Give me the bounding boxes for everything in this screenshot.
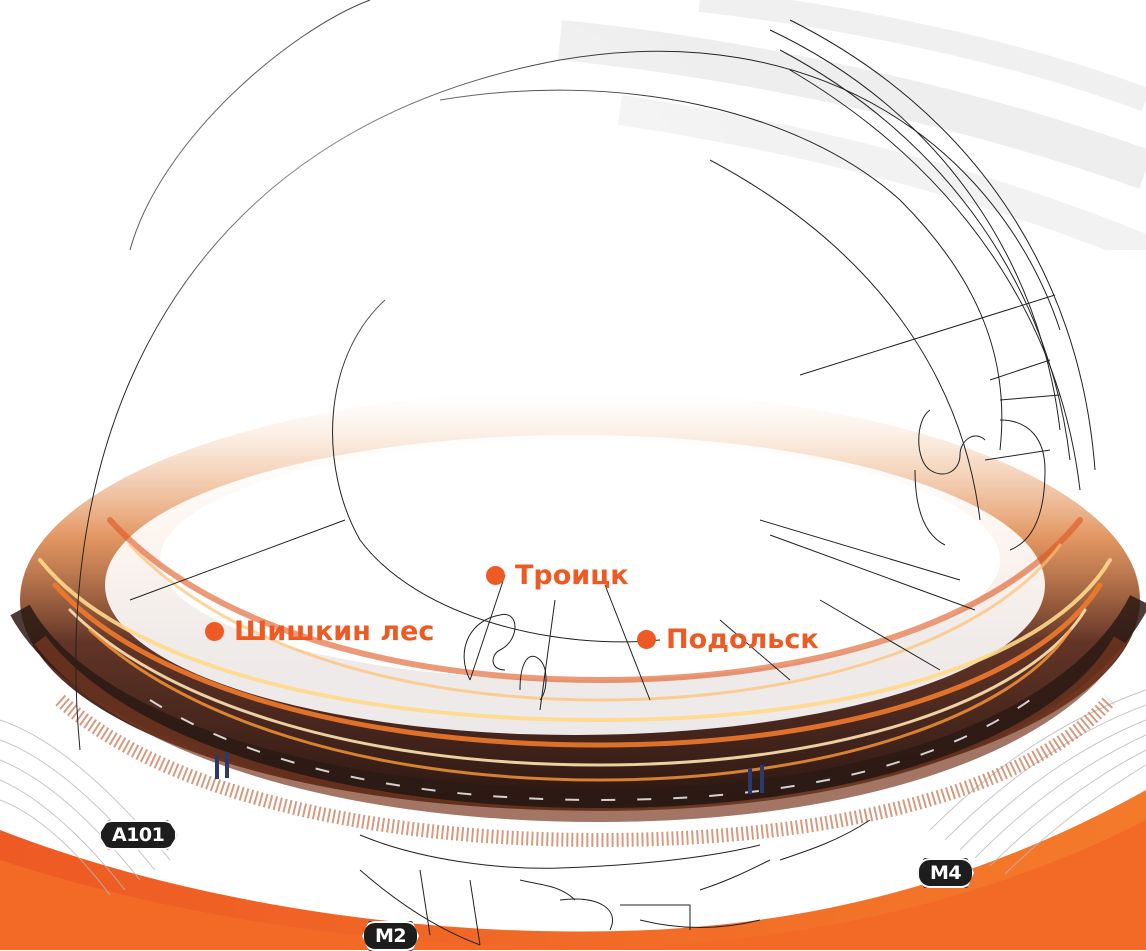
city-podolsk[interactable]: Подольск <box>637 624 819 655</box>
city-label-podolsk: Подольск <box>666 624 819 655</box>
city-troitsk[interactable]: Троицк <box>486 560 629 591</box>
orange-swoosh <box>0 790 1146 950</box>
road-badge-a101[interactable]: А101 <box>99 820 178 850</box>
location-dot-icon <box>205 622 224 641</box>
city-shishkin-les[interactable]: Шишкин лес <box>205 616 434 647</box>
road-badge-m2[interactable]: М2 <box>362 921 420 951</box>
city-label-troitsk: Троицк <box>515 560 629 591</box>
location-dot-icon <box>486 566 505 585</box>
road-badge-m4[interactable]: М4 <box>917 858 975 888</box>
location-dot-icon <box>637 630 656 649</box>
city-label-shishkin-les: Шишкин лес <box>234 616 435 647</box>
bridge-pylons <box>215 752 764 794</box>
